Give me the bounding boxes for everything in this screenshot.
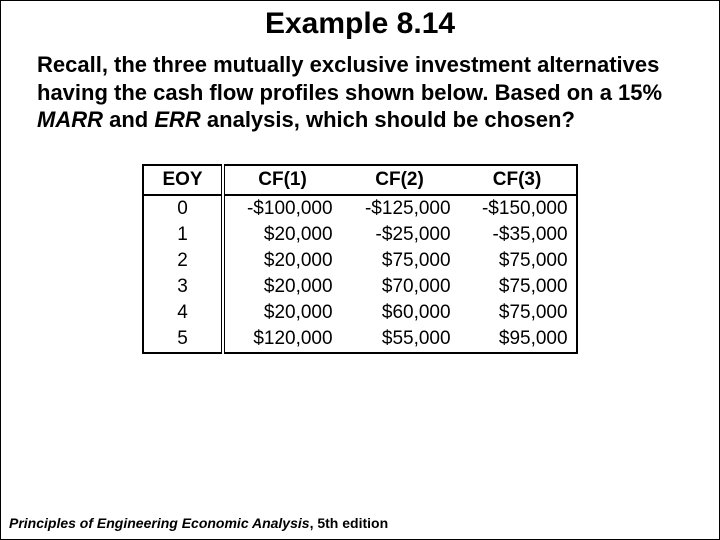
col-eoy: EOY — [143, 165, 222, 195]
table-container: EOY CF(1) CF(2) CF(3) 0 -$100,000 -$125,… — [1, 164, 719, 354]
cell-cf1: $20,000 — [223, 248, 341, 274]
para-text-1: Recall, the three mutually exclusive inv… — [37, 52, 662, 105]
cell-cf2: $55,000 — [341, 326, 459, 353]
book-edition: , 5th edition — [310, 515, 389, 531]
cell-cf3: -$35,000 — [459, 222, 577, 248]
cell-cf3: $75,000 — [459, 248, 577, 274]
cell-eoy: 1 — [143, 222, 222, 248]
cell-cf1: $120,000 — [223, 326, 341, 353]
table-row: 5 $120,000 $55,000 $95,000 — [143, 326, 576, 353]
table-row: 3 $20,000 $70,000 $75,000 — [143, 274, 576, 300]
cell-cf2: -$25,000 — [341, 222, 459, 248]
table-row: 2 $20,000 $75,000 $75,000 — [143, 248, 576, 274]
col-cf2: CF(2) — [341, 165, 459, 195]
cell-cf3: $95,000 — [459, 326, 577, 353]
cell-cf2: $60,000 — [341, 300, 459, 326]
cell-cf1: -$100,000 — [223, 195, 341, 222]
cell-eoy: 3 — [143, 274, 222, 300]
table-row: 1 $20,000 -$25,000 -$35,000 — [143, 222, 576, 248]
cell-cf1: $20,000 — [223, 222, 341, 248]
cell-eoy: 0 — [143, 195, 222, 222]
para-text-3: analysis, which should be chosen? — [201, 107, 575, 132]
table-row: 0 -$100,000 -$125,000 -$150,000 — [143, 195, 576, 222]
cash-flow-table: EOY CF(1) CF(2) CF(3) 0 -$100,000 -$125,… — [142, 164, 577, 354]
cell-cf3: -$150,000 — [459, 195, 577, 222]
col-cf1: CF(1) — [223, 165, 341, 195]
book-title: Principles of Engineering Economic Analy… — [9, 515, 310, 531]
err-term: ERR — [154, 107, 200, 132]
cell-cf2: -$125,000 — [341, 195, 459, 222]
cell-cf2: $70,000 — [341, 274, 459, 300]
cell-cf1: $20,000 — [223, 300, 341, 326]
para-text-2: and — [103, 107, 154, 132]
page-title: Example 8.14 — [1, 7, 719, 41]
cell-eoy: 2 — [143, 248, 222, 274]
cell-eoy: 4 — [143, 300, 222, 326]
table-header-row: EOY CF(1) CF(2) CF(3) — [143, 165, 576, 195]
cell-cf3: $75,000 — [459, 300, 577, 326]
cell-cf3: $75,000 — [459, 274, 577, 300]
cell-eoy: 5 — [143, 326, 222, 353]
marr-term: MARR — [37, 107, 103, 132]
cell-cf2: $75,000 — [341, 248, 459, 274]
footer-citation: Principles of Engineering Economic Analy… — [9, 515, 388, 531]
question-paragraph: Recall, the three mutually exclusive inv… — [1, 51, 719, 134]
table-row: 4 $20,000 $60,000 $75,000 — [143, 300, 576, 326]
col-cf3: CF(3) — [459, 165, 577, 195]
cell-cf1: $20,000 — [223, 274, 341, 300]
